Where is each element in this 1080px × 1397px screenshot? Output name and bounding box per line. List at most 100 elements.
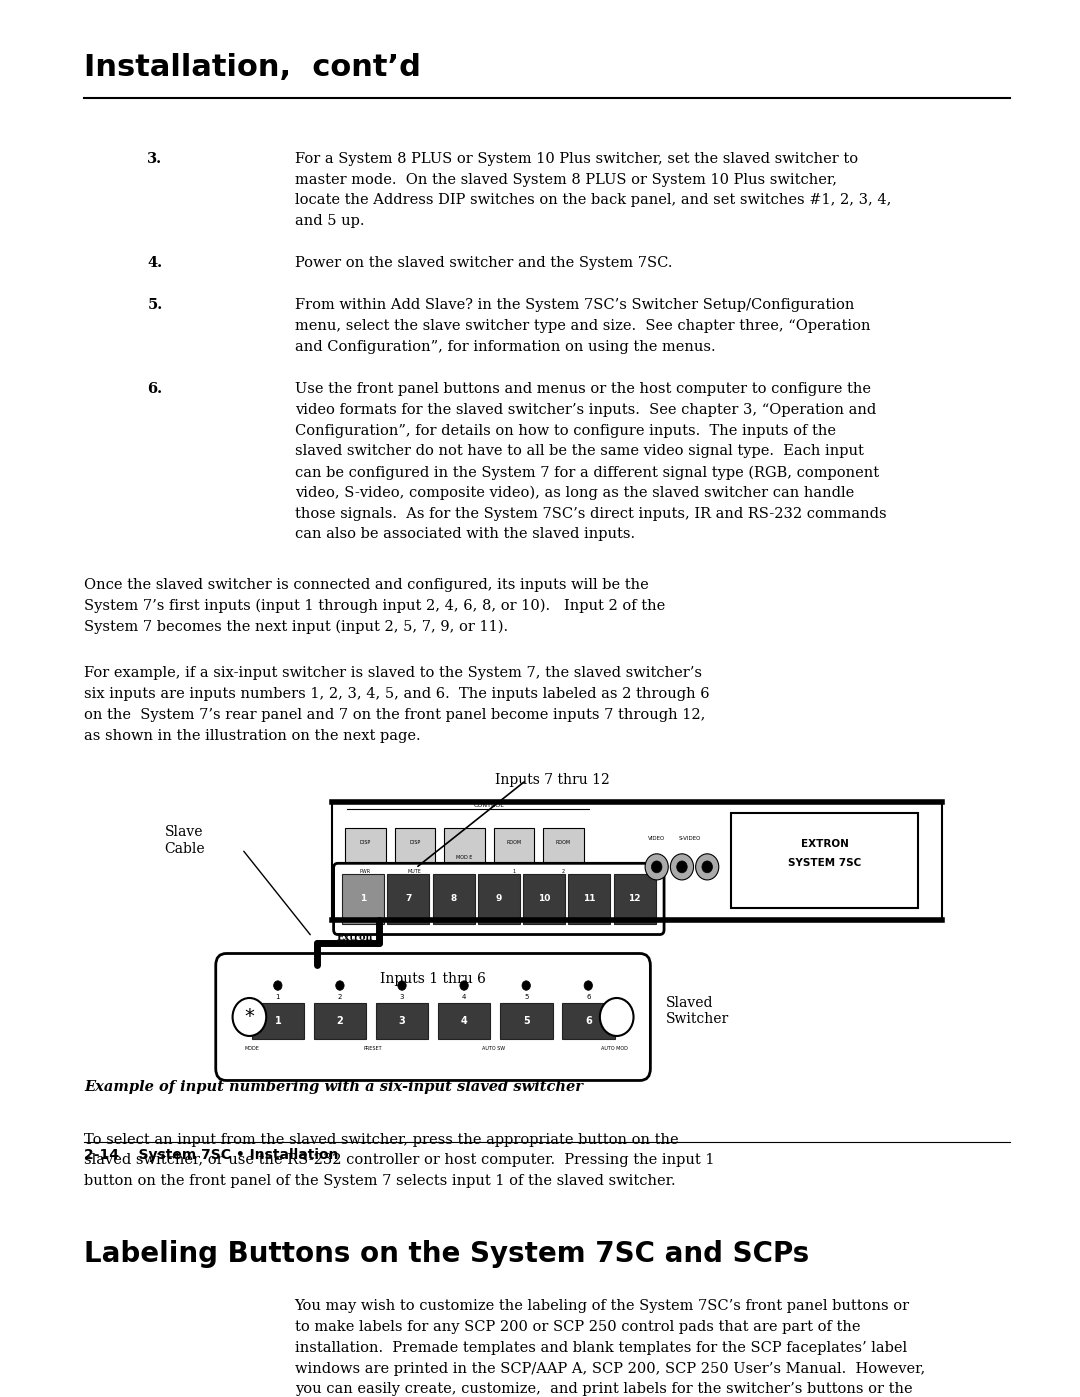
Text: CONTROL: CONTROL [474, 802, 504, 807]
Circle shape [397, 981, 406, 990]
Text: windows are printed in the SCP/AAP A, SCP 200, SCP 250 User’s Manual.  However,: windows are printed in the SCP/AAP A, SC… [295, 1362, 924, 1376]
Text: 7: 7 [405, 894, 411, 904]
Circle shape [651, 861, 662, 873]
Text: PWR: PWR [360, 869, 372, 875]
Text: 1: 1 [360, 894, 366, 904]
Text: 2: 2 [338, 993, 342, 1000]
Text: MOD E: MOD E [456, 855, 473, 861]
Text: 5: 5 [523, 1016, 529, 1027]
Text: S-VIDEO: S-VIDEO [678, 835, 701, 841]
Text: video, S-video, composite video), as long as the slaved switcher can handle: video, S-video, composite video), as lon… [295, 486, 854, 500]
FancyBboxPatch shape [494, 828, 535, 887]
Text: For example, if a six-input switcher is slaved to the System 7, the slaved switc: For example, if a six-input switcher is … [84, 666, 702, 680]
Text: Power on the slaved switcher and the System 7SC.: Power on the slaved switcher and the Sys… [295, 256, 672, 271]
Text: 5.: 5. [147, 299, 163, 313]
Text: ROOM: ROOM [507, 840, 522, 845]
Text: you can easily create, customize,  and print labels for the switcher’s buttons o: you can easily create, customize, and pr… [295, 1383, 913, 1397]
Text: PRESET: PRESET [363, 1046, 382, 1051]
Text: SYSTEM 7SC: SYSTEM 7SC [788, 858, 861, 869]
Text: 2: 2 [337, 1016, 343, 1027]
FancyBboxPatch shape [543, 828, 583, 887]
Text: can also be associated with the slaved inputs.: can also be associated with the slaved i… [295, 528, 635, 542]
Text: AUTO SW: AUTO SW [482, 1046, 505, 1051]
Text: can be configured in the System 7 for a different signal type (RGB, component: can be configured in the System 7 for a … [295, 465, 879, 479]
Circle shape [273, 981, 282, 990]
Text: 2: 2 [562, 869, 565, 875]
FancyBboxPatch shape [376, 1003, 429, 1039]
FancyBboxPatch shape [523, 875, 565, 923]
Text: Extron: Extron [337, 933, 374, 943]
Text: For a System 8 PLUS or System 10 Plus switcher, set the slaved switcher to: For a System 8 PLUS or System 10 Plus sw… [295, 152, 858, 166]
Text: Installation,  cont’d: Installation, cont’d [84, 53, 421, 82]
Text: 5: 5 [524, 993, 528, 1000]
Text: 11: 11 [583, 894, 595, 904]
Text: 1: 1 [512, 869, 515, 875]
Circle shape [671, 854, 693, 880]
FancyBboxPatch shape [432, 875, 474, 923]
Circle shape [336, 981, 345, 990]
Text: Labeling Buttons on the System 7SC and SCPs: Labeling Buttons on the System 7SC and S… [84, 1241, 809, 1268]
Text: button on the front panel of the System 7 selects input 1 of the slaved switcher: button on the front panel of the System … [84, 1175, 676, 1189]
FancyBboxPatch shape [394, 828, 435, 887]
FancyBboxPatch shape [252, 1003, 305, 1039]
Text: DISP: DISP [360, 840, 372, 845]
Text: 4: 4 [462, 993, 467, 1000]
Circle shape [599, 997, 634, 1037]
Circle shape [232, 997, 267, 1037]
Text: 6.: 6. [147, 383, 162, 397]
Text: 8: 8 [450, 894, 457, 904]
Text: *: * [244, 1007, 255, 1027]
Text: 1: 1 [275, 993, 280, 1000]
Text: Use the front panel buttons and menus or the host computer to configure the: Use the front panel buttons and menus or… [295, 383, 870, 397]
Text: 4.: 4. [147, 256, 162, 271]
Text: 9: 9 [496, 894, 502, 904]
Text: AUTO MOD: AUTO MOD [602, 1046, 629, 1051]
Text: From within Add Slave? in the System 7SC’s Switcher Setup/Configuration: From within Add Slave? in the System 7SC… [295, 299, 854, 313]
Text: Once the slaved switcher is connected and configured, its inputs will be the: Once the slaved switcher is connected an… [84, 578, 649, 592]
Text: 10: 10 [538, 894, 551, 904]
Circle shape [702, 861, 713, 873]
Text: Example of input numbering with a six-input slaved switcher: Example of input numbering with a six-in… [84, 1080, 583, 1094]
FancyBboxPatch shape [216, 954, 650, 1080]
Text: 4: 4 [461, 1016, 468, 1027]
Text: MUTE: MUTE [408, 869, 422, 875]
FancyBboxPatch shape [444, 828, 485, 887]
Text: locate the Address DIP switches on the back panel, and set switches #1, 2, 3, 4,: locate the Address DIP switches on the b… [295, 193, 891, 207]
Text: System 7 becomes the next input (input 2, 5, 7, 9, or 11).: System 7 becomes the next input (input 2… [84, 619, 509, 634]
Text: Inputs 7 thru 12: Inputs 7 thru 12 [495, 773, 610, 787]
Text: 3: 3 [400, 993, 404, 1000]
FancyBboxPatch shape [477, 875, 519, 923]
Text: MODE: MODE [244, 1046, 259, 1051]
FancyBboxPatch shape [500, 1003, 553, 1039]
Text: 2-14    System 7SC • Installation: 2-14 System 7SC • Installation [84, 1147, 339, 1161]
Text: Inputs 1 thru 6: Inputs 1 thru 6 [380, 972, 486, 986]
Text: slaved switcher do not have to all be the same video signal type.  Each input: slaved switcher do not have to all be th… [295, 444, 864, 458]
Text: on the  System 7’s rear panel and 7 on the front panel become inputs 7 through 1: on the System 7’s rear panel and 7 on th… [84, 708, 705, 722]
Text: installation.  Premade templates and blank templates for the SCP faceplates’ lab: installation. Premade templates and blan… [295, 1341, 907, 1355]
Circle shape [645, 854, 669, 880]
Text: six inputs are inputs numbers 1, 2, 3, 4, 5, and 6.  The inputs labeled as 2 thr: six inputs are inputs numbers 1, 2, 3, 4… [84, 687, 710, 701]
FancyBboxPatch shape [334, 863, 664, 935]
Text: 1: 1 [274, 1016, 281, 1027]
FancyBboxPatch shape [731, 813, 918, 908]
Text: 3.: 3. [147, 152, 162, 166]
FancyBboxPatch shape [342, 875, 384, 923]
Text: Slave
Cable: Slave Cable [164, 826, 204, 855]
FancyBboxPatch shape [568, 875, 610, 923]
Text: 3: 3 [399, 1016, 405, 1027]
Circle shape [522, 981, 530, 990]
Text: and 5 up.: and 5 up. [295, 214, 364, 228]
Text: 12: 12 [629, 894, 640, 904]
Text: System 7’s first inputs (input 1 through input 2, 4, 6, 8, or 10).   Input 2 of : System 7’s first inputs (input 1 through… [84, 599, 665, 613]
Text: DISP: DISP [409, 840, 420, 845]
Text: and Configuration”, for information on using the menus.: and Configuration”, for information on u… [295, 339, 715, 353]
Text: 6: 6 [585, 1016, 592, 1027]
Text: Slaved
Switcher: Slaved Switcher [666, 996, 729, 1027]
Text: 6: 6 [586, 993, 591, 1000]
FancyBboxPatch shape [437, 1003, 490, 1039]
Text: VIDEO: VIDEO [648, 835, 665, 841]
Circle shape [677, 861, 687, 873]
Text: master mode.  On the slaved System 8 PLUS or System 10 Plus switcher,: master mode. On the slaved System 8 PLUS… [295, 173, 837, 187]
Text: menu, select the slave switcher type and size.  See chapter three, “Operation: menu, select the slave switcher type and… [295, 320, 870, 334]
Text: those signals.  As for the System 7SC’s direct inputs, IR and RS-232 commands: those signals. As for the System 7SC’s d… [295, 507, 887, 521]
